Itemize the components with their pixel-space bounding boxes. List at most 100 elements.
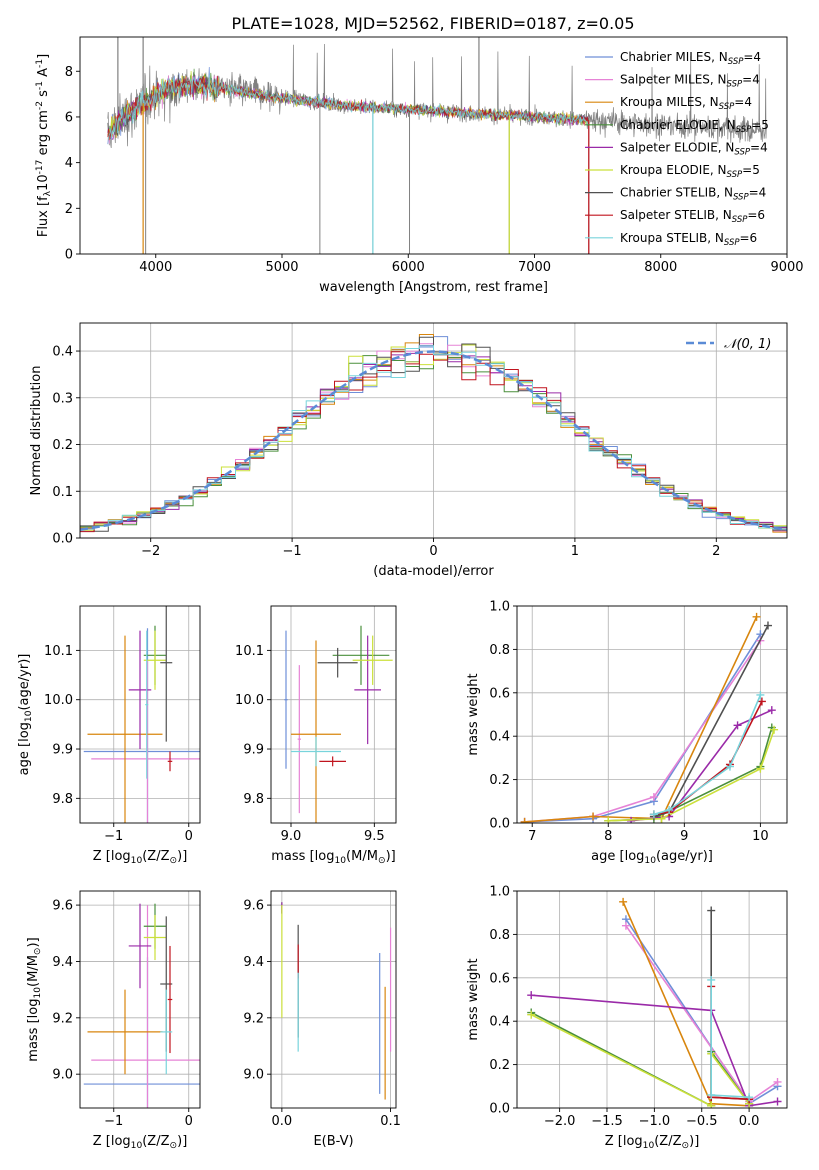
errorbar-point (167, 945, 173, 1054)
errorbar-point (291, 736, 341, 767)
legend-tail: =6 (747, 208, 765, 222)
weight-series-line (608, 729, 775, 822)
label-part: 10 (33, 987, 43, 999)
tick-label-y: 10.1 (235, 644, 264, 659)
tick-label-x: 0 (429, 544, 437, 559)
plot-area (284, 625, 393, 823)
label-part: ⊙ (682, 1141, 690, 1151)
model-spectrum (107, 75, 590, 138)
tick-label-y: 9.0 (52, 1068, 73, 1083)
residual-histogram (80, 351, 787, 533)
plot-area (107, 37, 768, 254)
tick-label-x: 5000 (265, 260, 298, 275)
errorbar-point (145, 630, 149, 779)
residual-histogram (80, 344, 787, 531)
weight-marker (657, 814, 666, 823)
legend-text: Kroupa STELIB, N (620, 231, 724, 245)
label-part: (data-model)/error (373, 564, 494, 579)
errorbar-point (87, 989, 163, 1075)
tick-label-y: 9.6 (52, 899, 73, 914)
legend-sub: SSP (734, 147, 750, 157)
label-part: λ (43, 190, 53, 196)
plot-area (520, 612, 779, 823)
tick-label-x: −2.0 (544, 1114, 576, 1129)
legend-tail: =4 (749, 186, 767, 200)
axes-mass_vs_z: −1 09.09.29.49.6Z [log10(Z/Z⊙)]mass [log1… (26, 890, 201, 1151)
weight-marker (773, 1097, 782, 1106)
label-part: Flux [f (36, 196, 51, 237)
label-part: Z [log (93, 849, 131, 864)
tick-label-y: 0.1 (52, 485, 73, 500)
tick-label-x: 9.0 (281, 829, 302, 844)
tick-label-y: 0.3 (52, 391, 73, 406)
weight-series-line (524, 640, 762, 823)
label-part: ⊙ (378, 856, 386, 866)
label-part: (M/M (26, 955, 41, 987)
weight-marker (604, 816, 613, 823)
tick-label-y: 2 (65, 202, 73, 217)
legend-tail: =6 (740, 231, 758, 245)
legend-text: Kroupa MILES, N (620, 95, 719, 109)
weight-series-line (524, 633, 762, 823)
tick-label-x: −0.5 (686, 1114, 718, 1129)
axes-spectrum: 4000 5000 6000 7000 8000 9000 0 2 4 6 8 wavelength … (35, 36, 804, 295)
legend-label: Kroupa MILES, NSSP=4 (620, 95, 752, 112)
tick-label-x: 6000 (392, 260, 425, 275)
label-part: -1 (35, 59, 45, 68)
axes-weight_vs_z: −2.0 −1.5 −1.0 −0.5 0.0 0.0 0.2 0.4 0.6 0.8 1.0 Z [… (466, 885, 788, 1151)
weight-marker (725, 762, 734, 771)
weight-marker (770, 725, 779, 734)
weight-series-line (531, 994, 778, 1107)
label-part: )] (689, 1134, 699, 1149)
axis-label-y: Normed distribution (29, 366, 44, 496)
weight-marker (707, 975, 716, 984)
label-part: )] (26, 937, 41, 947)
tick-label-x: −1 (104, 829, 123, 844)
tick-label-y: 9.2 (243, 1011, 264, 1026)
legend-text: Salpeter ELODIE, N (620, 140, 734, 154)
tick-label-y: 10.0 (235, 693, 264, 708)
legend-label: Salpeter STELIB, NSSP=6 (620, 208, 765, 225)
tick-label-x: 8 (604, 829, 612, 844)
label-part: A (36, 68, 51, 81)
axis-label-x: Z [log10(Z/Z⊙)] (605, 1134, 700, 1151)
plot-area (281, 902, 392, 1100)
legend-label: Chabrier ELODIE, NSSP=5 (620, 118, 769, 135)
axis-label-y: Flux [fλ10-17 erg cm-2 s-1 A-1] (35, 54, 53, 237)
weight-series-line (710, 986, 750, 1101)
errorbar-point (143, 914, 167, 961)
tick-label-y: 9.4 (52, 955, 73, 970)
tick-label-x: 9 (680, 829, 688, 844)
weight-marker (767, 706, 776, 715)
errorbar-point (160, 606, 173, 742)
label-part: s (36, 90, 51, 101)
legend-label: Salpeter ELODIE, NSSP=4 (620, 140, 768, 157)
errorbar-point (319, 756, 346, 767)
label-part: 10 (334, 856, 346, 866)
tick-label-y: 0.8 (489, 928, 510, 943)
tick-label-y: 0.0 (489, 817, 510, 832)
legend-text: Salpeter STELIB, N (620, 208, 732, 222)
label-part: (M/M (346, 849, 378, 864)
legend-label: Kroupa ELODIE, NSSP=5 (620, 163, 760, 180)
errorbar-point (91, 905, 200, 1108)
axes-age_vs_mass: 9.0 9.5 9.8 9.9 10.0 10.1 mass [log10(M/M⊙)] (235, 605, 397, 866)
tick-label-y: 9.9 (52, 743, 73, 758)
label-part: ⊙ (170, 856, 178, 866)
tick-label-y: 9.2 (52, 1011, 73, 1026)
legend-tail: =4 (743, 50, 761, 64)
errorbar-point (143, 630, 167, 690)
plot-area (527, 897, 782, 1108)
legend-sub: SSP (719, 102, 735, 112)
tick-label-x: 7 (528, 829, 536, 844)
label-part: (age/yr)] (17, 654, 32, 711)
legend-sub: SSP (732, 215, 748, 225)
axes-frame (516, 605, 788, 824)
errorbar-point (87, 635, 163, 823)
tick-label-y: 0.2 (489, 1058, 510, 1073)
axis-label-y: mass weight (466, 673, 481, 755)
label-part: age [log (17, 722, 32, 775)
label-part: )] (177, 1134, 187, 1149)
tick-label-x: −1 (283, 544, 302, 559)
